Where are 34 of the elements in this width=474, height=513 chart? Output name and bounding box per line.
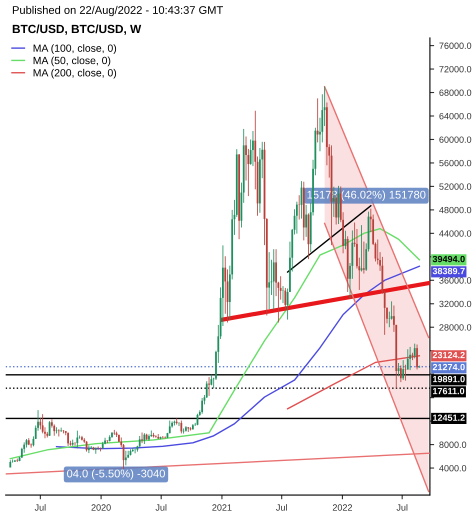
x-tick-label: 2020 <box>92 504 111 511</box>
y-tick-label: 64000.0 <box>439 112 472 120</box>
x-tick-label: 2022 <box>332 504 352 511</box>
legend-label: MA (50, close, 0) <box>34 56 110 66</box>
y-tick-label: 56000.0 <box>439 160 472 166</box>
legend-label: MA (100, close, 0) <box>34 44 116 54</box>
x-tick-label: Jul <box>276 504 287 511</box>
y-tick-label: 48000.0 <box>439 206 472 214</box>
y-tick-label: 52000.0 <box>439 183 472 190</box>
x-tick-label: Jul <box>156 504 166 511</box>
data-label: 38389.7 <box>432 268 465 274</box>
y-tick-label: 36000.0 <box>439 277 472 284</box>
chart-title: BTC/USD, BTC/USD, W <box>12 24 142 35</box>
y-tick-label: 44000.0 <box>439 230 472 237</box>
y-tick-label: 76000.0 <box>439 42 472 49</box>
ref-line-label: 12451.2 <box>433 414 465 421</box>
ref-line-label: 21274.0 <box>432 364 465 370</box>
ref-line-label: 19891.0 <box>433 376 465 382</box>
y-tick-label: 68000.0 <box>439 90 472 96</box>
data-label: 23124.2 <box>432 352 465 358</box>
ref-line-label: 17611.0 <box>433 388 464 394</box>
chart-subtitle: Published on 22/Aug/2022 - 10:43:37 GMT <box>12 6 223 16</box>
x-tick-label: 2021 <box>212 504 232 511</box>
annotation: 04.0 (-5.50%) -3040 <box>67 469 165 480</box>
y-tick-label: 60000.0 <box>439 136 472 143</box>
y-tick-label: 72000.0 <box>439 66 472 72</box>
y-tick-label: 32000.0 <box>439 300 472 308</box>
x-tick-label: Jul <box>396 504 408 511</box>
legend-label: MA (200, close, 0) <box>34 68 116 79</box>
data-label: 39494.0 <box>432 256 465 262</box>
y-tick-label: 28000.0 <box>439 324 472 331</box>
y-tick-label: 4000.0 <box>439 465 466 472</box>
y-tick-label: 8000.0 <box>439 442 466 448</box>
x-tick-label: Jul <box>34 504 46 511</box>
